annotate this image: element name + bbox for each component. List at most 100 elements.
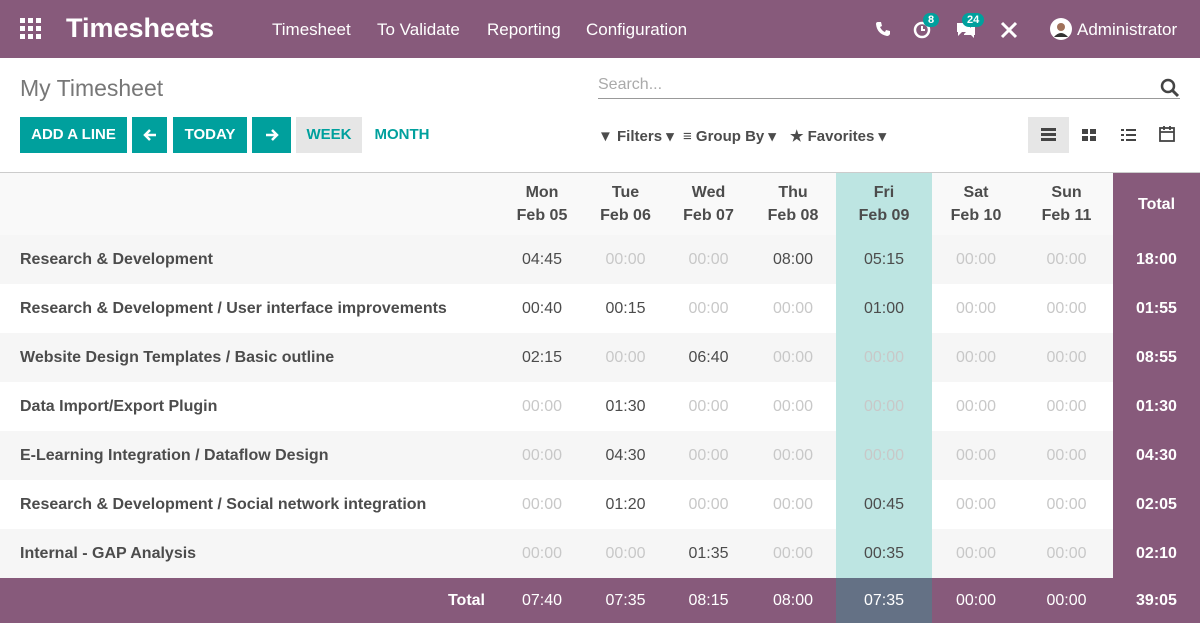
row-total: 04:30 xyxy=(1113,431,1200,480)
column-date: Feb 06 xyxy=(600,207,651,224)
time-cell[interactable]: 08:00 xyxy=(750,235,836,284)
filters-dropdown[interactable]: ▼︎ Filters ▾ xyxy=(598,128,674,145)
kanban-view-button[interactable] xyxy=(1069,117,1110,153)
time-cell[interactable]: 00:15 xyxy=(605,299,646,317)
tools-icon[interactable] xyxy=(1000,21,1018,39)
avatar[interactable] xyxy=(1050,18,1072,40)
groupby-dropdown[interactable]: ≡ Group By ▾ xyxy=(683,128,776,145)
time-cell[interactable]: 00:00 xyxy=(932,431,1020,480)
time-cell[interactable]: 00:00 xyxy=(1020,333,1113,382)
time-cell[interactable]: 04:30 xyxy=(584,431,667,480)
app-name[interactable]: Timesheets xyxy=(66,13,215,43)
time-cell[interactable]: 00:00 xyxy=(750,431,836,480)
time-cell[interactable]: 00:35 xyxy=(836,529,932,578)
time-cell[interactable]: 01:35 xyxy=(667,529,750,578)
favorites-dropdown[interactable]: ★ Favorites ▾ xyxy=(790,128,887,145)
time-cell[interactable]: 00:00 xyxy=(750,333,836,382)
time-cell[interactable]: 00:00 xyxy=(667,431,750,480)
prev-button[interactable] xyxy=(132,117,167,153)
time-cell[interactable]: 01:20 xyxy=(605,495,646,513)
column-day: Mon xyxy=(525,184,559,201)
menu-item[interactable]: Configuration xyxy=(586,20,688,39)
time-cell[interactable]: 00:00 xyxy=(955,299,997,317)
time-cell[interactable]: 00:00 xyxy=(688,397,729,415)
time-cell[interactable]: 00:00 xyxy=(1020,235,1113,284)
phone-icon[interactable] xyxy=(875,21,891,37)
navbar: Timesheets Timesheet To Validate Reporti… xyxy=(0,0,1200,58)
time-cell[interactable]: 01:00 xyxy=(836,284,932,333)
time-cell[interactable]: 00:00 xyxy=(772,299,814,317)
kanban-view-icon xyxy=(1082,129,1096,141)
calendar-view-icon xyxy=(1159,126,1175,142)
search-icon[interactable] xyxy=(1160,78,1180,98)
time-cell[interactable]: 04:45 xyxy=(500,235,584,284)
time-cell[interactable]: 00:00 xyxy=(688,495,729,513)
time-cell[interactable]: 00:00 xyxy=(836,382,932,431)
add-line-button[interactable]: ADD A LINE xyxy=(20,117,127,153)
time-cell[interactable]: 05:15 xyxy=(836,235,932,284)
row-total: 08:55 xyxy=(1113,333,1200,382)
today-button[interactable]: TODAY xyxy=(173,117,247,153)
column-day: Sat xyxy=(963,184,989,201)
time-cell[interactable]: 00:00 xyxy=(667,235,750,284)
row-total: 01:55 xyxy=(1113,284,1200,333)
row-total: 02:10 xyxy=(1113,529,1200,578)
time-cell[interactable]: 00:00 xyxy=(584,333,667,382)
apps-icon[interactable] xyxy=(20,18,42,40)
time-cell[interactable]: 06:40 xyxy=(667,333,750,382)
time-cell[interactable]: 00:00 xyxy=(772,397,814,415)
next-button[interactable] xyxy=(252,117,291,153)
header-blank xyxy=(0,173,500,235)
time-cell[interactable]: 00:00 xyxy=(521,495,563,513)
activity-icon[interactable] xyxy=(912,20,932,40)
list-view-button[interactable] xyxy=(1108,117,1149,153)
time-cell[interactable]: 00:00 xyxy=(688,299,729,317)
time-cell[interactable]: 00:40 xyxy=(521,299,563,317)
menu-item[interactable]: Timesheet xyxy=(272,20,351,39)
time-cell[interactable]: 00:00 xyxy=(955,397,997,415)
page-title: My Timesheet xyxy=(20,75,164,101)
time-cell[interactable]: 00:00 xyxy=(932,333,1020,382)
menu-item[interactable]: Reporting xyxy=(487,20,561,39)
time-cell[interactable]: 00:00 xyxy=(521,397,563,415)
time-cell[interactable]: 00:00 xyxy=(500,529,584,578)
column-header: Tue Feb 06 xyxy=(584,173,667,235)
time-cell[interactable]: 01:30 xyxy=(605,397,646,415)
time-cell[interactable]: 00:00 xyxy=(1046,299,1087,317)
time-cell[interactable]: 00:00 xyxy=(955,495,997,513)
time-cell[interactable]: 00:00 xyxy=(932,529,1020,578)
month-button[interactable]: MONTH xyxy=(374,126,430,143)
time-cell[interactable]: 00:00 xyxy=(1020,431,1113,480)
time-cell[interactable]: 02:15 xyxy=(500,333,584,382)
separator xyxy=(0,172,1200,173)
time-cell[interactable]: 00:00 xyxy=(1046,397,1087,415)
row-label: Research & Development / Social network … xyxy=(20,495,427,513)
footer-cell: 08:15 xyxy=(667,578,750,623)
footer-label: Total xyxy=(0,578,500,623)
column-date: Feb 09 xyxy=(858,207,910,224)
user-name[interactable]: Administrator xyxy=(1077,20,1178,39)
time-cell[interactable]: 00:00 xyxy=(932,235,1020,284)
week-button[interactable]: WEEK xyxy=(296,117,362,153)
grid-view-button[interactable] xyxy=(1028,117,1069,153)
time-cell[interactable]: 00:45 xyxy=(836,480,932,529)
column-header: Fri Feb 09 xyxy=(836,173,932,235)
time-cell[interactable]: 00:00 xyxy=(500,431,584,480)
time-cell[interactable]: 00:00 xyxy=(836,333,932,382)
time-cell[interactable]: 00:00 xyxy=(750,529,836,578)
time-cell[interactable]: 00:00 xyxy=(1046,495,1087,513)
time-cell[interactable]: 00:00 xyxy=(584,235,667,284)
calendar-view-button[interactable] xyxy=(1147,117,1188,153)
message-badge: 24 xyxy=(962,13,985,27)
row-total: 01:30 xyxy=(1113,382,1200,431)
time-cell[interactable]: 00:00 xyxy=(836,431,932,480)
time-cell[interactable]: 00:00 xyxy=(772,495,814,513)
footer-cell: 00:00 xyxy=(932,578,1020,623)
search-input[interactable]: Search... xyxy=(598,76,1180,99)
time-cell[interactable]: 00:00 xyxy=(1020,529,1113,578)
menu-item[interactable]: To Validate xyxy=(377,20,460,39)
time-cell[interactable]: 00:00 xyxy=(584,529,667,578)
row-label: E-Learning Integration / Dataflow Design xyxy=(0,431,500,480)
footer-total: 39:05 xyxy=(1113,578,1200,623)
